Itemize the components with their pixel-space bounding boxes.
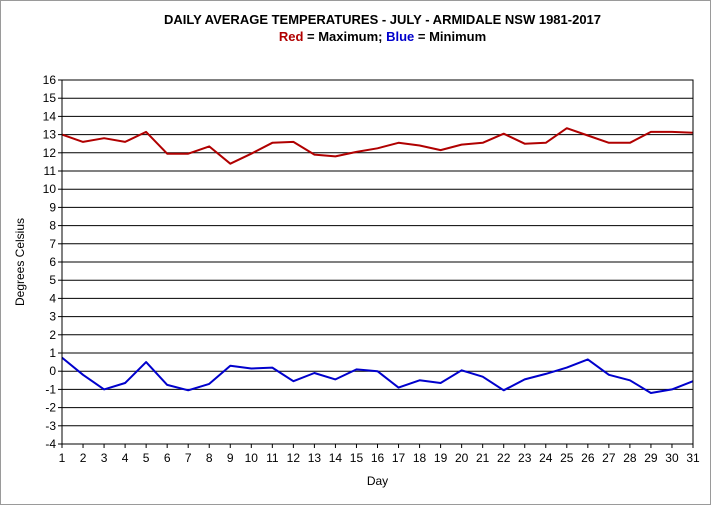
chart-subtitle: Red = Maximum; Blue = Minimum: [0, 29, 711, 44]
y-tick-label: 9: [49, 200, 56, 214]
x-tick-label: 14: [329, 451, 343, 465]
y-tick-label: 1: [49, 346, 56, 360]
x-tick-label: 3: [101, 451, 108, 465]
x-tick-label: 25: [560, 451, 574, 465]
x-tick-label: 16: [371, 451, 385, 465]
y-tick-label: 7: [49, 237, 56, 251]
y-tick-label: 6: [49, 255, 56, 269]
y-tick-label: 14: [43, 109, 57, 123]
x-tick-label: 17: [392, 451, 406, 465]
legend-blue-text: = Minimum: [414, 29, 487, 44]
x-tick-label: 7: [185, 451, 192, 465]
x-tick-label: 20: [455, 451, 469, 465]
x-tick-label: 4: [122, 451, 129, 465]
x-tick-label: 21: [476, 451, 490, 465]
x-tick-label: 10: [245, 451, 259, 465]
y-tick-label: 4: [49, 291, 56, 305]
x-tick-label: 22: [497, 451, 511, 465]
x-tick-label: 12: [287, 451, 301, 465]
y-tick-label: 10: [43, 182, 57, 196]
x-tick-label: 26: [581, 451, 595, 465]
y-tick-label: 15: [43, 91, 57, 105]
series-lines: [61, 127, 694, 394]
series-minimum-line: [61, 356, 694, 394]
y-tick-label: 16: [43, 73, 57, 87]
x-axis-label: Day: [367, 474, 388, 488]
y-tick-label: -1: [45, 382, 56, 396]
x-tick-label: 30: [665, 451, 679, 465]
x-tick-label: 28: [623, 451, 637, 465]
y-tick-label: 3: [49, 310, 56, 324]
x-tick-label: 27: [602, 451, 616, 465]
x-tick-label: 18: [413, 451, 427, 465]
legend-blue-word: Blue: [386, 29, 415, 44]
y-tick-label: -4: [45, 437, 56, 451]
gridlines: [62, 79, 693, 445]
legend-red-text: = Maximum;: [303, 29, 387, 44]
x-tick-label: 11: [266, 451, 279, 465]
x-tick-label: 5: [143, 451, 150, 465]
series-maximum-line: [61, 127, 694, 165]
x-tick-label: 6: [164, 451, 171, 465]
y-tick-label: 12: [43, 146, 57, 160]
x-tick-label: 9: [227, 451, 234, 465]
plot-area: [61, 79, 694, 445]
y-tick-label: 0: [49, 364, 56, 378]
x-tick-label: 31: [686, 451, 700, 465]
y-tick-label: 13: [43, 128, 57, 142]
y-axis-label: Degrees Celsius: [13, 218, 27, 306]
chart-title: DAILY AVERAGE TEMPERATURES - JULY - ARMI…: [163, 12, 602, 27]
x-tick-label: 29: [644, 451, 658, 465]
x-tick-label: 23: [518, 451, 532, 465]
x-tick-label: 2: [80, 451, 87, 465]
x-tick-label: 1: [59, 451, 66, 465]
y-tick-label: -3: [45, 419, 56, 433]
y-tick-label: 8: [49, 219, 56, 233]
x-tick-labels: 1 2 3 4 5 6 7 8 9 10 11 12 13 14 15 16 17 18 19 20 21 22 23 24 2…: [59, 444, 700, 465]
x-tick-label: 24: [539, 451, 553, 465]
y-tick-label: 5: [49, 273, 56, 287]
y-tick-label: 11: [44, 164, 57, 178]
x-tick-label: 8: [206, 451, 213, 465]
x-tick-label: 15: [350, 451, 364, 465]
y-tick-label: -2: [45, 401, 56, 415]
legend-red-word: Red: [278, 29, 304, 44]
x-tick-label: 13: [308, 451, 322, 465]
x-tick-label: 19: [434, 451, 448, 465]
y-tick-label: 2: [49, 328, 56, 342]
